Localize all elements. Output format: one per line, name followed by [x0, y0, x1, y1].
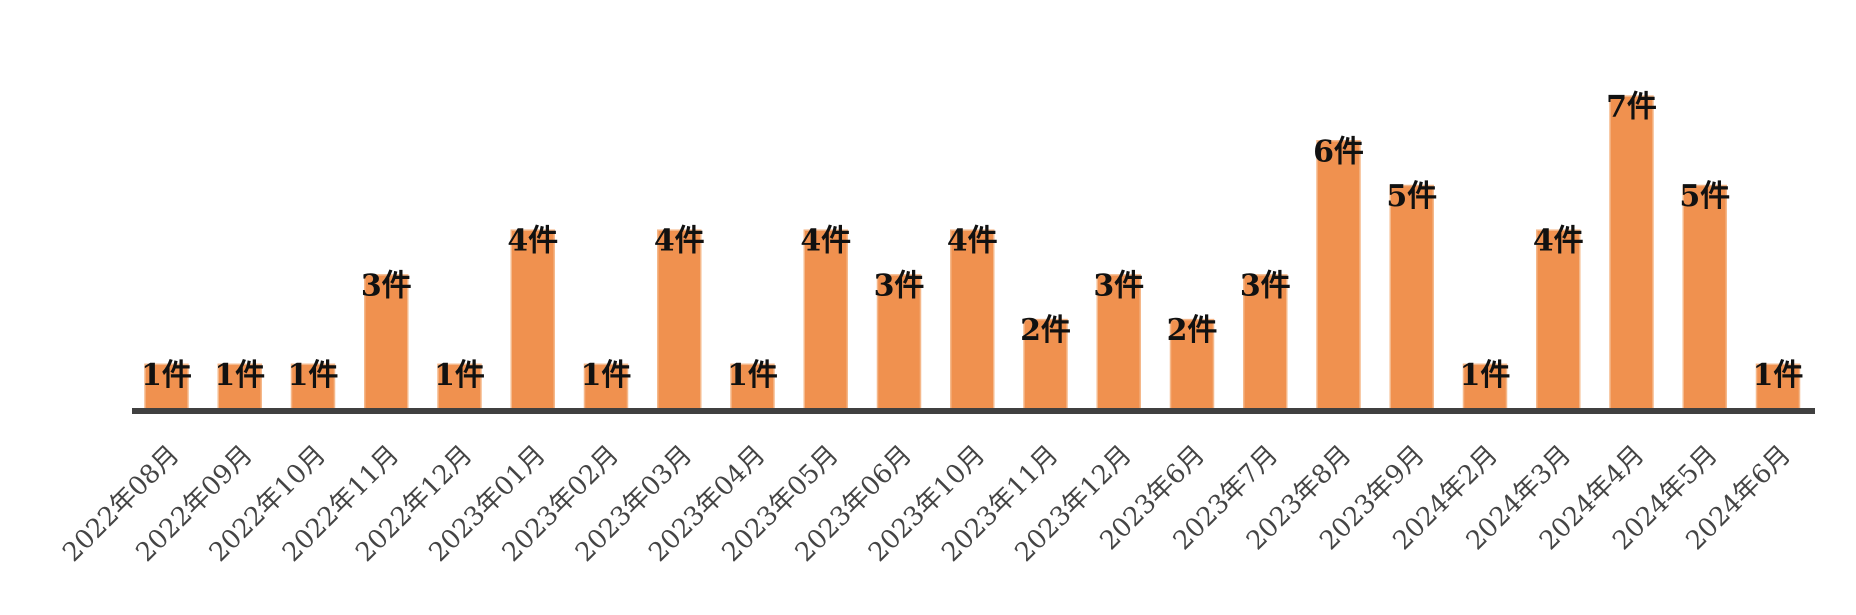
bar: [876, 274, 922, 410]
bar: [1462, 363, 1508, 410]
bar-value-label: 6件: [1313, 134, 1364, 169]
bar: [1755, 363, 1801, 410]
bar: [144, 363, 189, 410]
x-tick-labels-group: 2022年08月2022年09月2022年10月2022年11月2022年12月…: [57, 440, 1797, 568]
bar-value-label: 1件: [581, 358, 632, 393]
bar-value-label: 4件: [800, 224, 851, 259]
bar-value-label: 2件: [1020, 313, 1071, 348]
bar-value-label: 4件: [947, 224, 998, 259]
bar-value-label: 3件: [874, 268, 925, 303]
bar: [1536, 229, 1581, 410]
bar: [657, 229, 702, 410]
bar-value-label: 1件: [288, 358, 339, 393]
bar: [1682, 184, 1727, 410]
bar: [950, 229, 995, 410]
bar: [803, 229, 848, 410]
bar-value-label: 1件: [1753, 358, 1804, 393]
bar-value-label: 4件: [1533, 224, 1584, 259]
bar-value-label: 5件: [1679, 179, 1730, 214]
bar-value-label: 3件: [1093, 268, 1144, 303]
bar: [1316, 140, 1361, 410]
bars-group: [144, 95, 1801, 410]
bar-value-label: 7件: [1606, 90, 1657, 125]
bar: [1609, 95, 1654, 410]
bar-value-label: 5件: [1386, 179, 1437, 214]
bar-value-label: 1件: [214, 358, 265, 393]
bar-value-label: 1件: [1460, 358, 1511, 393]
bar-value-label: 3件: [1240, 268, 1291, 303]
bar-value-label: 1件: [141, 358, 192, 393]
bar: [1096, 274, 1141, 410]
bar-value-label: 3件: [361, 268, 412, 303]
bar: [1243, 274, 1288, 410]
bar-value-label: 2件: [1167, 313, 1218, 348]
bar-value-label: 4件: [507, 224, 558, 259]
bar-value-label: 4件: [654, 224, 705, 259]
value-labels-group: 1件 1件 1件 3件 1件 4件 1件 4件 1件 4件 3件 4件 2件 3件 2件 3件 6件 5件 1件 4件…: [141, 90, 1803, 393]
bar-value-label: 1件: [434, 358, 485, 393]
bar: [364, 274, 409, 410]
bar-value-label: 1件: [727, 358, 778, 393]
bar: [1389, 184, 1434, 410]
bar: [510, 229, 555, 410]
